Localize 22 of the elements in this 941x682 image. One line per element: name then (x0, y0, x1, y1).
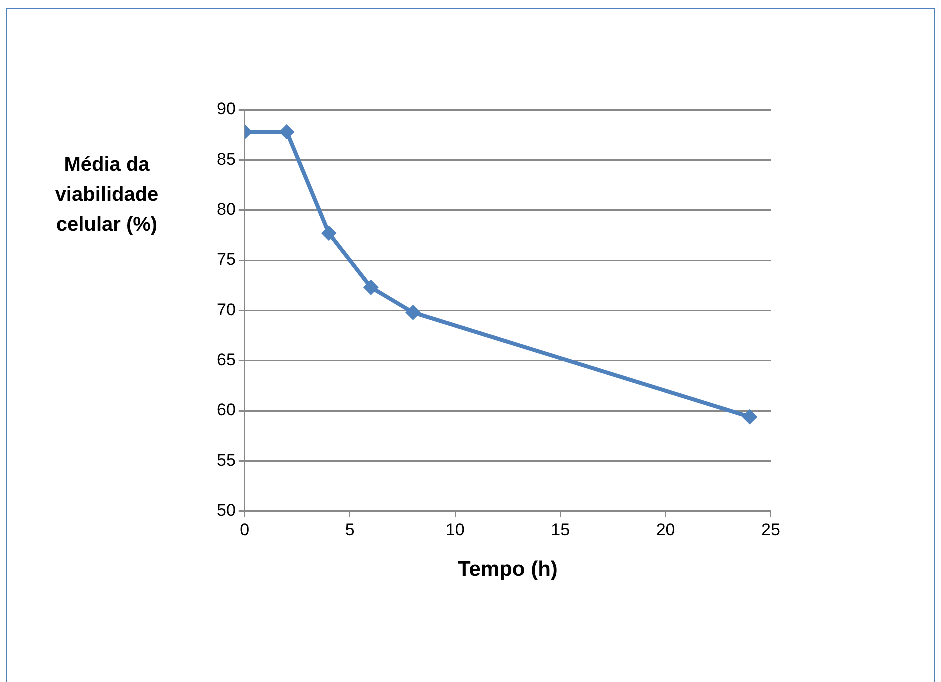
x-tick-label: 25 (762, 520, 780, 540)
x-axis-title: Tempo (h) (458, 558, 558, 582)
point (322, 226, 337, 241)
point (406, 305, 421, 320)
y-tick-label: 75 (216, 250, 236, 270)
point (279, 124, 294, 140)
x-tick-label: 5 (345, 520, 355, 540)
x-tick-label: 15 (551, 520, 570, 540)
y-axis-title: Média da viabilidade celular (%) (54, 153, 160, 238)
y-tick-label: 70 (216, 300, 236, 320)
y-tick-label: 65 (216, 350, 236, 370)
x-tick-label: 10 (446, 520, 465, 540)
y-tick-label: 85 (216, 150, 236, 169)
y-tick-label: 60 (216, 400, 236, 420)
point (742, 410, 758, 425)
x-tick-label: 0 (240, 520, 250, 540)
y-tick-label: 55 (216, 450, 236, 470)
point (364, 280, 379, 296)
y-tick-label: 50 (216, 501, 236, 520)
x-tick-label: 20 (656, 520, 676, 540)
y-tick-label: 90 (216, 100, 236, 119)
y-tick-label: 80 (216, 200, 236, 220)
